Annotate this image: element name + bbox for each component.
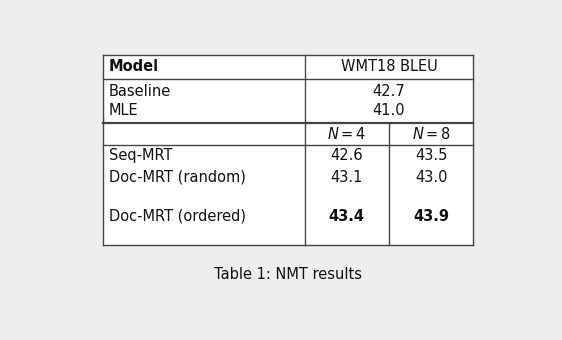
- Bar: [103, 55, 473, 245]
- Text: $N = 8$: $N = 8$: [411, 126, 451, 142]
- Text: Seq-MRT: Seq-MRT: [109, 148, 173, 163]
- Text: Table 1: NMT results: Table 1: NMT results: [214, 267, 362, 282]
- Text: WMT18 BLEU: WMT18 BLEU: [341, 59, 437, 74]
- Text: $N = 4$: $N = 4$: [327, 126, 366, 142]
- Text: 43.0: 43.0: [415, 170, 447, 185]
- Text: 43.4: 43.4: [329, 209, 365, 224]
- Text: 43.1: 43.1: [330, 170, 363, 185]
- Text: Doc-MRT (ordered): Doc-MRT (ordered): [109, 209, 246, 224]
- Text: Baseline: Baseline: [109, 84, 171, 99]
- Text: Doc-MRT (random): Doc-MRT (random): [109, 170, 246, 185]
- Text: 43.5: 43.5: [415, 148, 447, 163]
- Text: 41.0: 41.0: [373, 103, 405, 118]
- Text: 42.7: 42.7: [373, 84, 405, 99]
- Text: Model: Model: [109, 59, 159, 74]
- Text: MLE: MLE: [109, 103, 139, 118]
- Text: 43.9: 43.9: [413, 209, 449, 224]
- Text: 42.6: 42.6: [330, 148, 363, 163]
